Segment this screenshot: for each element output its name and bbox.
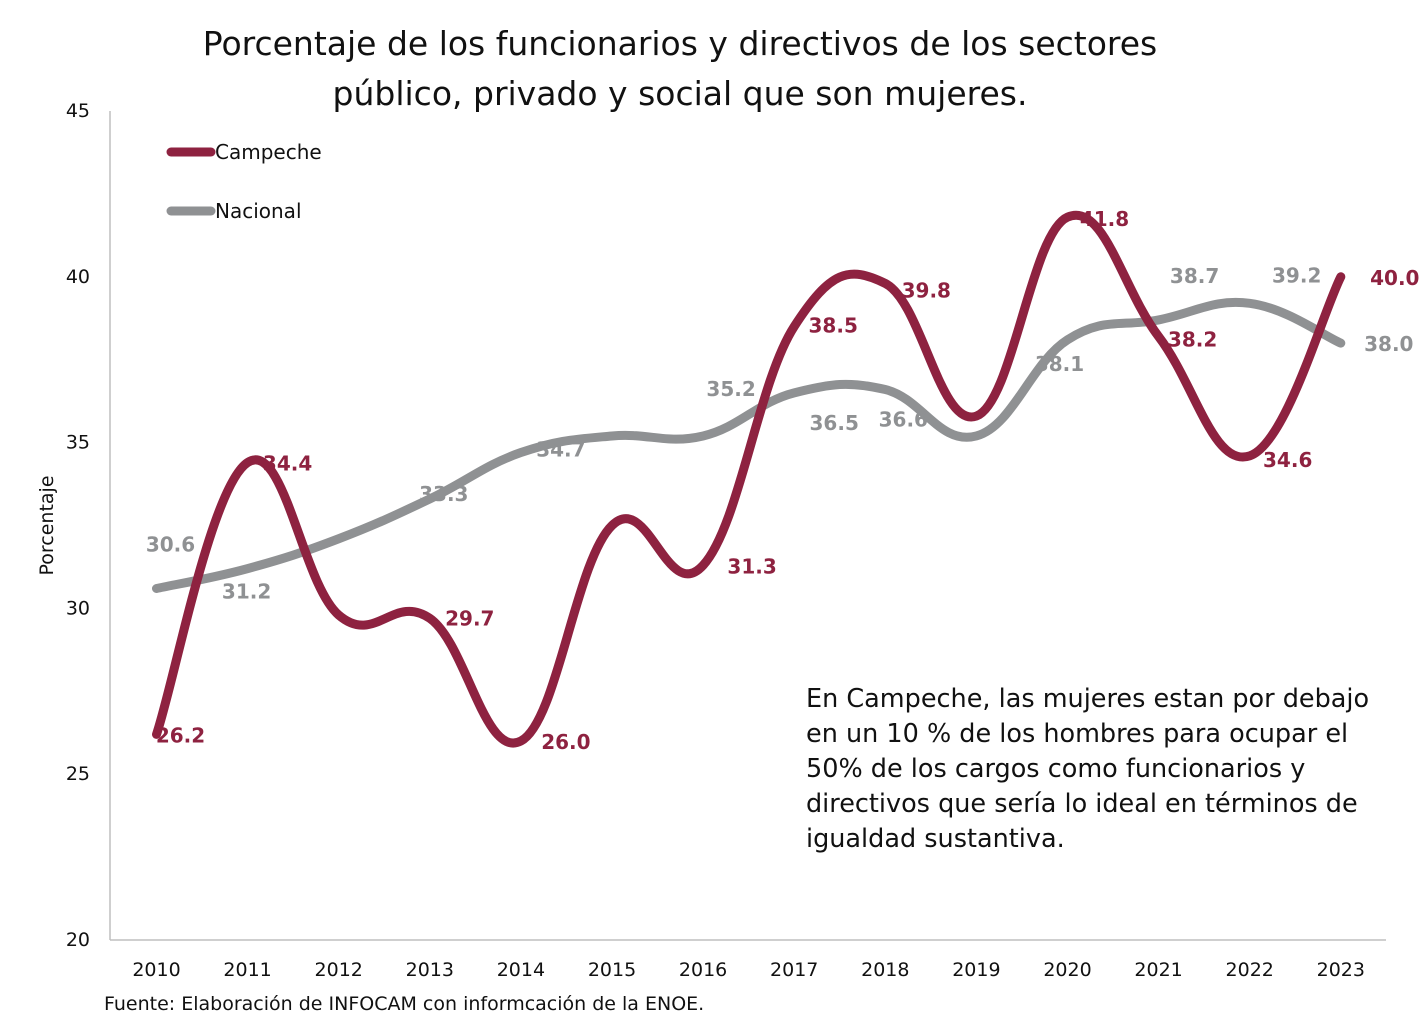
data-label-campeche: 38.2 bbox=[1168, 327, 1217, 351]
data-label-campeche: 26.2 bbox=[156, 723, 205, 747]
data-label-nacional: 39.2 bbox=[1272, 263, 1321, 287]
data-label-nacional: 38.7 bbox=[1170, 264, 1219, 288]
data-label-campeche: 34.4 bbox=[263, 451, 312, 475]
data-label-nacional: 30.6 bbox=[146, 533, 195, 557]
x-tick-label: 2011 bbox=[223, 959, 271, 981]
data-label-campeche: 29.7 bbox=[445, 606, 494, 630]
x-tick-label: 2015 bbox=[588, 959, 636, 981]
data-label-nacional: 31.2 bbox=[222, 580, 271, 604]
data-label-campeche: 38.5 bbox=[809, 314, 858, 338]
x-tick-label: 2016 bbox=[679, 959, 727, 981]
x-tick-label: 2019 bbox=[952, 959, 1000, 981]
y-tick-label: 40 bbox=[66, 266, 90, 288]
data-label-nacional: 33.3 bbox=[419, 482, 468, 506]
y-tick-label: 25 bbox=[66, 763, 90, 785]
y-tick-label: 20 bbox=[66, 929, 90, 951]
data-label-campeche: 31.3 bbox=[727, 554, 776, 578]
x-tick-label: 2014 bbox=[497, 959, 545, 981]
x-tick-label: 2022 bbox=[1226, 959, 1274, 981]
data-label-nacional: 34.7 bbox=[536, 438, 585, 462]
x-tick-label: 2021 bbox=[1134, 959, 1182, 981]
x-tick-label: 2017 bbox=[770, 959, 818, 981]
x-tick-label: 2018 bbox=[861, 959, 909, 981]
x-tick-label: 2013 bbox=[406, 959, 454, 981]
series-line-campeche bbox=[152, 210, 1346, 748]
x-tick-label: 2023 bbox=[1317, 959, 1365, 981]
data-label-campeche: 34.6 bbox=[1263, 448, 1312, 472]
annotation-note: En Campeche, las mujeres estan por debaj… bbox=[806, 684, 1370, 854]
data-label-nacional: 38.0 bbox=[1364, 332, 1413, 356]
data-label-campeche: 41.8 bbox=[1080, 207, 1129, 231]
chart-title-line-2: público, privado y social que son mujere… bbox=[332, 74, 1028, 113]
y-tick-label: 35 bbox=[66, 432, 90, 454]
data-label-nacional: 35.2 bbox=[706, 377, 755, 401]
data-label-nacional: 36.6 bbox=[879, 408, 928, 432]
y-axis-label: Porcentaje bbox=[36, 475, 58, 575]
legend-label-nacional: Nacional bbox=[215, 199, 302, 223]
source-note: Fuente: Elaboración de INFOCAM con infor… bbox=[104, 993, 705, 1015]
data-label-campeche: 39.8 bbox=[902, 278, 951, 302]
x-tick-label: 2010 bbox=[132, 959, 180, 981]
x-tick-label: 2020 bbox=[1043, 959, 1091, 981]
legend-label-campeche: Campeche bbox=[215, 140, 322, 164]
data-label-campeche: 40.0 bbox=[1370, 266, 1419, 290]
data-label-nacional: 36.5 bbox=[810, 411, 859, 435]
data-label-nacional: 38.1 bbox=[1035, 352, 1084, 376]
x-tick-label: 2012 bbox=[315, 959, 363, 981]
y-tick-label: 45 bbox=[66, 100, 90, 122]
data-label-campeche: 26.0 bbox=[541, 730, 590, 754]
y-tick-label: 30 bbox=[66, 597, 90, 619]
chart-title-line-1: Porcentaje de los funcionarios y directi… bbox=[202, 24, 1158, 63]
